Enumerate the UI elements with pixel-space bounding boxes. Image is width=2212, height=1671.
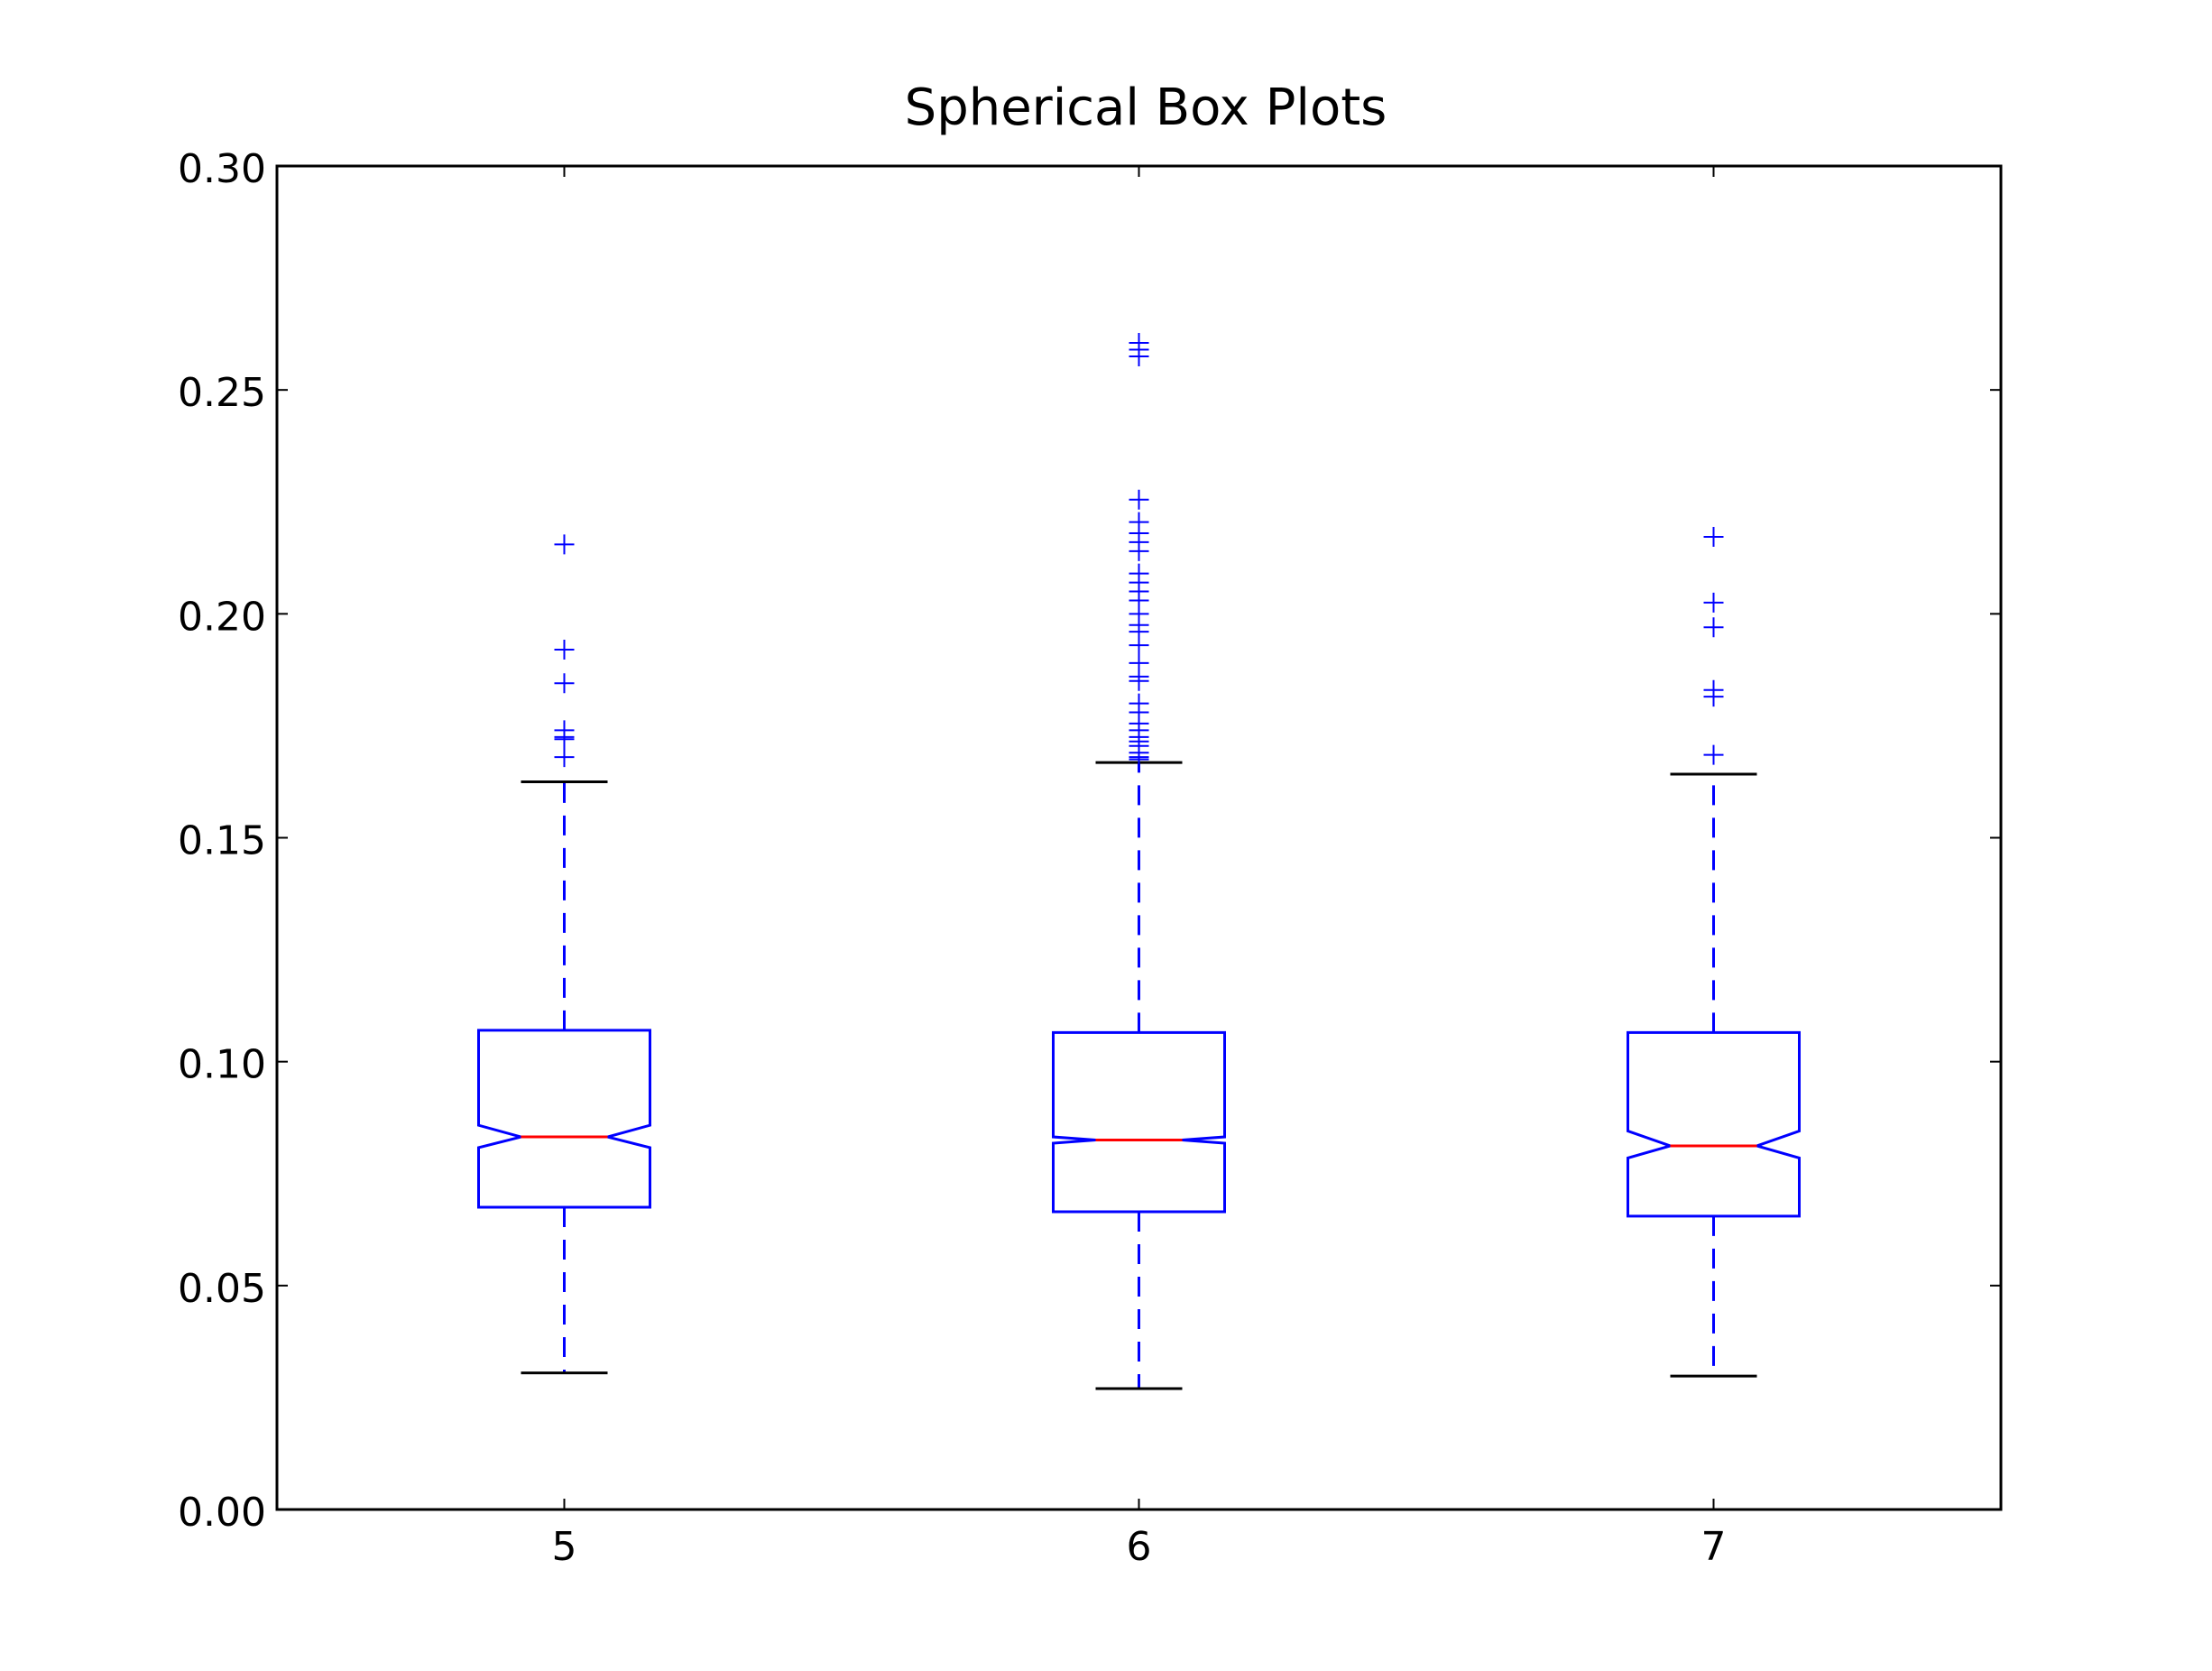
outlier-marker — [1129, 333, 1149, 354]
y-tick-label: 0.20 — [178, 594, 266, 640]
y-tick-label: 0.30 — [178, 146, 266, 192]
notched-box — [1052, 1030, 1226, 1214]
plot-area: 0.00 0.05 0.10 0.15 0.20 0.25 0.30 5 6 7 — [178, 146, 2001, 1570]
notched-box — [477, 1029, 651, 1209]
outlier-marker — [1703, 592, 1724, 613]
outlier-marker — [554, 747, 575, 768]
outlier-marker — [1703, 679, 1724, 700]
y-tick-label: 0.00 — [178, 1490, 266, 1536]
axes-frame — [275, 164, 2003, 1511]
outlier-marker — [1703, 617, 1724, 638]
outlier-marker — [1129, 512, 1149, 532]
y-tick-label: 0.05 — [178, 1266, 266, 1312]
x-tick-label: 5 — [552, 1524, 577, 1570]
notched-box — [1627, 1030, 1801, 1218]
outlier-marker — [554, 640, 575, 660]
outlier-marker — [554, 673, 575, 694]
outlier-marker — [1129, 693, 1149, 714]
outlier-marker — [1703, 526, 1724, 547]
y-tick-label: 0.15 — [178, 818, 266, 864]
outlier-marker — [1129, 563, 1149, 584]
outlier-marker — [1703, 744, 1724, 765]
chart-title: Spherical Box Plots — [905, 78, 1387, 137]
y-tick-label: 0.10 — [178, 1042, 266, 1088]
outlier-marker — [1129, 652, 1149, 673]
outlier-marker — [554, 534, 575, 555]
x-tick-label: 7 — [1701, 1524, 1727, 1570]
x-tick-label: 6 — [1127, 1524, 1152, 1570]
outlier-marker — [1129, 489, 1149, 510]
y-tick-label: 0.25 — [178, 370, 266, 416]
outlier-marker — [554, 720, 575, 741]
